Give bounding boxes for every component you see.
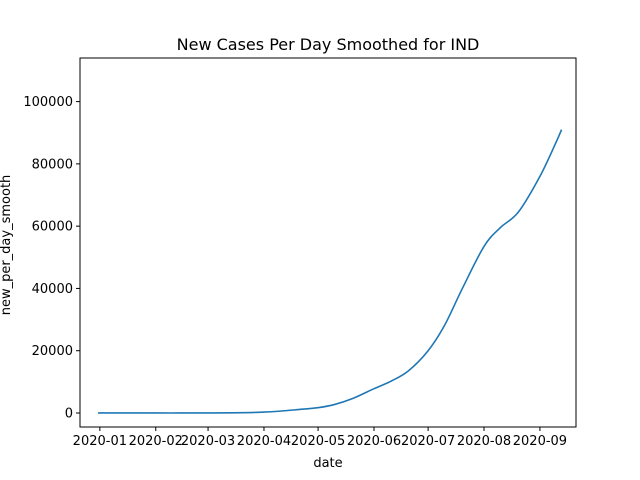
x-tick-label: 2020-08: [457, 434, 511, 449]
x-tick-label: 2020-07: [401, 434, 455, 449]
x-tick-label: 2020-06: [347, 434, 401, 449]
x-tick-label: 2020-05: [291, 434, 345, 449]
x-tick-label: 2020-04: [237, 434, 291, 449]
x-axis-label: date: [313, 456, 342, 471]
y-tick-label: 80000: [32, 157, 73, 172]
axes-frame: [79, 57, 577, 428]
series-line-0: [98, 129, 563, 414]
y-axis-label: new_per_day_smooth: [0, 175, 14, 316]
x-tick-label: 2020-02: [129, 434, 183, 449]
y-tick-label: 40000: [32, 282, 73, 297]
chart-title: New Cases Per Day Smoothed for IND: [177, 35, 480, 54]
y-tick-label: 60000: [32, 220, 73, 235]
x-tick-label: 2020-09: [513, 434, 567, 449]
x-tick-label: 2020-03: [181, 434, 235, 449]
y-tick-label: 100000: [23, 95, 73, 110]
y-tick-label: 0: [65, 406, 73, 421]
x-tick-label: 2020-01: [73, 434, 127, 449]
y-tick-label: 20000: [32, 344, 73, 359]
